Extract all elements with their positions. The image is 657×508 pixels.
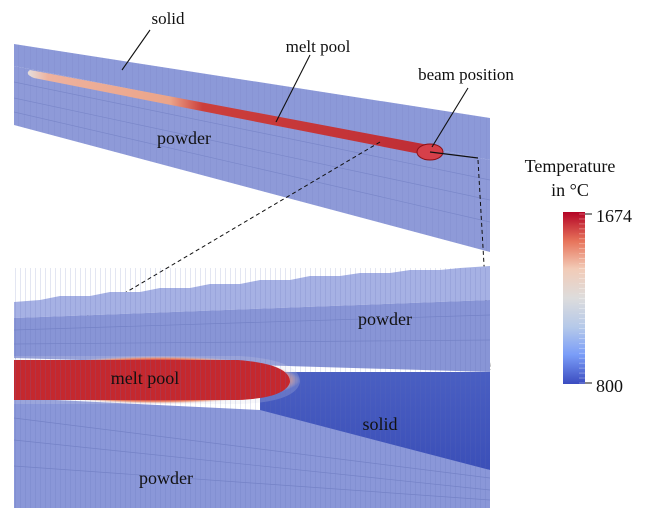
label-top-melt-pool: melt pool bbox=[286, 37, 351, 56]
colorbar-max-label: 1674 bbox=[596, 206, 632, 226]
label-zoom-melt-pool: melt pool bbox=[111, 368, 180, 388]
label-zoom-solid: solid bbox=[362, 414, 397, 434]
colorbar-ticks bbox=[579, 213, 585, 384]
colorbar: Temperature in °C 1674 800 bbox=[525, 156, 632, 396]
leader-beam-position bbox=[431, 87, 469, 148]
beam-line bbox=[429, 151, 479, 159]
colorbar-title-line2: in °C bbox=[551, 180, 589, 200]
label-zoom-powder-right: powder bbox=[358, 309, 412, 329]
label-zoom-powder-left: powder bbox=[139, 468, 193, 488]
colorbar-gradient bbox=[563, 212, 585, 384]
leader-melt-pool bbox=[275, 54, 311, 123]
label-top-solid: solid bbox=[151, 9, 185, 28]
colorbar-min-label: 800 bbox=[596, 376, 623, 396]
leader-solid bbox=[121, 29, 151, 71]
colorbar-title-line1: Temperature bbox=[525, 156, 616, 176]
top-track bbox=[27, 70, 434, 156]
label-top-powder: powder bbox=[157, 128, 211, 148]
zoom-view bbox=[13, 266, 491, 508]
label-top-beam-position: beam position bbox=[418, 65, 514, 84]
